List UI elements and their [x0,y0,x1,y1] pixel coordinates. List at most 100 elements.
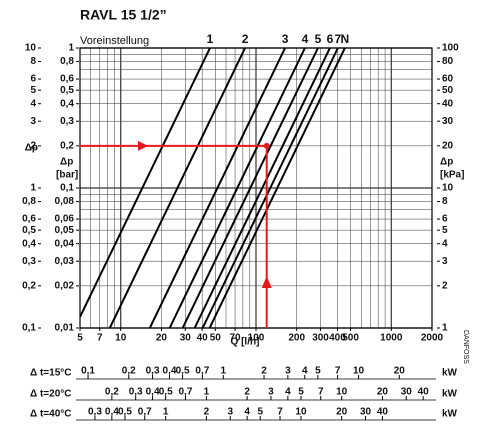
x-tick-label: 70 [229,333,241,344]
power-tick-label: 5 [298,387,304,398]
y-tick-label: 2 [30,140,36,151]
y-tick-label: 1 [30,183,36,194]
y-axis-unit: [bar] [56,170,78,181]
series-line [208,48,346,328]
power-tick-label: 4 [285,387,291,398]
y-tick-label: 8 [30,56,36,67]
series-line [80,48,211,318]
y-tick-label: 0,6 [60,74,74,85]
power-tick-label: 7 [335,366,341,377]
power-tick-label: 0,5 [118,407,132,418]
y-tick-label: 0,01 [55,323,75,334]
x-tick-label: 300 [312,333,329,344]
y-tick-label: 0,1 [22,323,36,334]
x-tick-label: 40 [197,333,209,344]
y-tick-label: 4 [30,98,36,109]
chart-title: RAVL 15 1/2” [80,7,167,23]
power-tick-label: 0,3 [146,366,160,377]
y-tick-label: 6 [30,74,36,85]
y-tick-label: 10 [25,43,37,54]
power-tick-label: 0,4 [105,407,119,418]
y-tick-label: 40 [442,98,454,109]
power-unit: kW [442,368,458,379]
y-tick-label: 0,2 [60,140,74,151]
power-tick-label: 0,4 [146,387,160,398]
y-tick-label: 0,5 [22,225,36,236]
y-tick-label: 30 [442,116,454,127]
brand: DANFOSS [462,330,469,364]
power-tick-label: 7 [277,407,283,418]
y-tick-label: 0,03 [55,256,75,267]
power-tick-label: 0,4 [163,366,177,377]
power-tick-label: 30 [401,387,413,398]
y-tick-label: 0,6 [22,214,36,225]
power-tick-label: 0,7 [138,407,152,418]
y-tick-label: 100 [442,43,459,54]
y-tick-label: 0,08 [55,196,75,207]
y-tick-label: 80 [442,56,454,67]
series-line [181,48,319,328]
chart-subtitle: Voreinstellung [80,35,149,47]
power-tick-label: 20 [336,407,348,418]
series-group [80,48,346,328]
x-tick-label: 7 [97,333,103,344]
y-tick-label: 0,5 [60,85,74,96]
series-line [193,48,331,328]
power-tick-label: 20 [377,387,389,398]
x-tick-label: 100 [248,333,265,344]
x-tick-label: 400 [329,333,346,344]
y2-axis-label: Δp [25,143,38,154]
y-tick-label: 8 [442,196,448,207]
power-tick-label: 0,5 [176,366,190,377]
power-tick-label: 2 [261,366,267,377]
power-tick-label: 3 [268,387,274,398]
x-tick-label: 5 [77,333,83,344]
y-tick-label: 10 [442,183,454,194]
series-line [168,48,306,328]
y-tick-label: 2 [442,280,448,291]
series-label: 4 [302,32,309,46]
power-scale-label: Δ t=40°C [30,409,71,420]
series-line [148,48,286,328]
x-axis-label: Q [l/h] [231,337,260,348]
power-unit: kW [442,409,458,420]
power-tick-label: 0,3 [129,387,143,398]
y-tick-label: 0,2 [22,280,36,291]
x-tick-label: 200 [288,333,305,344]
power-tick-label: 40 [377,407,389,418]
y-tick-label: 0,02 [55,280,75,291]
example-point [263,142,270,149]
y-tick-label: 3 [30,116,36,127]
power-tick-label: 0,1 [81,366,95,377]
y-tick-label: 20 [442,140,454,151]
y-tick-label: 0,8 [60,56,74,67]
power-tick-label: 3 [285,366,291,377]
y-tick-label: 1 [442,323,448,334]
series-label: 1 [207,32,214,46]
y-tick-label: 5 [30,85,36,96]
series-label: 7 [335,32,342,46]
power-tick-label: 1 [163,407,169,418]
y-tick-label: 0,05 [55,225,75,236]
series-label: 5 [315,32,322,46]
y-tick-label: 4 [442,238,448,249]
y-tick-label: 50 [442,85,454,96]
y-tick-label: 0,1 [60,183,74,194]
x-tick-label: 2000 [421,333,444,344]
power-tick-label: 0,2 [122,366,136,377]
x-tick-label: 500 [342,333,359,344]
power-tick-label: 3 [227,407,233,418]
power-tick-label: 0,3 [88,407,102,418]
power-tick-label: 0,7 [195,366,209,377]
power-scale-label: Δ t=15°C [30,368,71,379]
power-tick-label: 20 [394,366,406,377]
y-tick-label: 0,06 [55,214,75,225]
x-tick-label: 1000 [380,333,403,344]
power-tick-label: 10 [336,387,348,398]
power-tick-label: 7 [318,387,324,398]
series-label: 6 [327,32,334,46]
power-tick-label: 10 [353,366,365,377]
series-label: N [341,32,350,46]
y-tick-label: 0,4 [60,98,74,109]
